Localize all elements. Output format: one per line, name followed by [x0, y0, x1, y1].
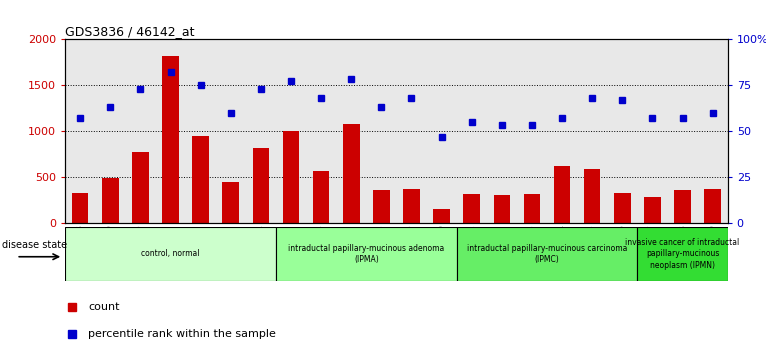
- Bar: [132, 152, 149, 223]
- Bar: [276, 227, 457, 281]
- Bar: [644, 197, 661, 223]
- Bar: [313, 171, 329, 223]
- Text: percentile rank within the sample: percentile rank within the sample: [88, 329, 277, 339]
- Bar: [637, 227, 728, 281]
- Bar: [463, 194, 480, 223]
- Bar: [162, 56, 178, 223]
- Bar: [493, 195, 510, 223]
- Text: control, normal: control, normal: [141, 250, 200, 258]
- Bar: [614, 193, 630, 223]
- Text: disease state: disease state: [2, 240, 67, 250]
- Text: intraductal papillary-mucinous adenoma
(IPMA): intraductal papillary-mucinous adenoma (…: [288, 244, 444, 264]
- Bar: [253, 148, 269, 223]
- Bar: [283, 131, 300, 223]
- Bar: [65, 227, 276, 281]
- Bar: [457, 227, 637, 281]
- Bar: [102, 178, 119, 223]
- Bar: [343, 124, 359, 223]
- Bar: [72, 193, 88, 223]
- Bar: [403, 189, 420, 223]
- Bar: [705, 189, 721, 223]
- Bar: [524, 194, 540, 223]
- Text: intraductal papillary-mucinous carcinoma
(IPMC): intraductal papillary-mucinous carcinoma…: [466, 244, 627, 264]
- Bar: [222, 182, 239, 223]
- Bar: [674, 190, 691, 223]
- Bar: [554, 166, 571, 223]
- Text: count: count: [88, 302, 119, 312]
- Bar: [192, 136, 209, 223]
- Bar: [584, 169, 601, 223]
- Bar: [434, 209, 450, 223]
- Text: GDS3836 / 46142_at: GDS3836 / 46142_at: [65, 25, 195, 38]
- Bar: [373, 190, 390, 223]
- Text: invasive cancer of intraductal
papillary-mucinous
neoplasm (IPMN): invasive cancer of intraductal papillary…: [625, 238, 740, 270]
